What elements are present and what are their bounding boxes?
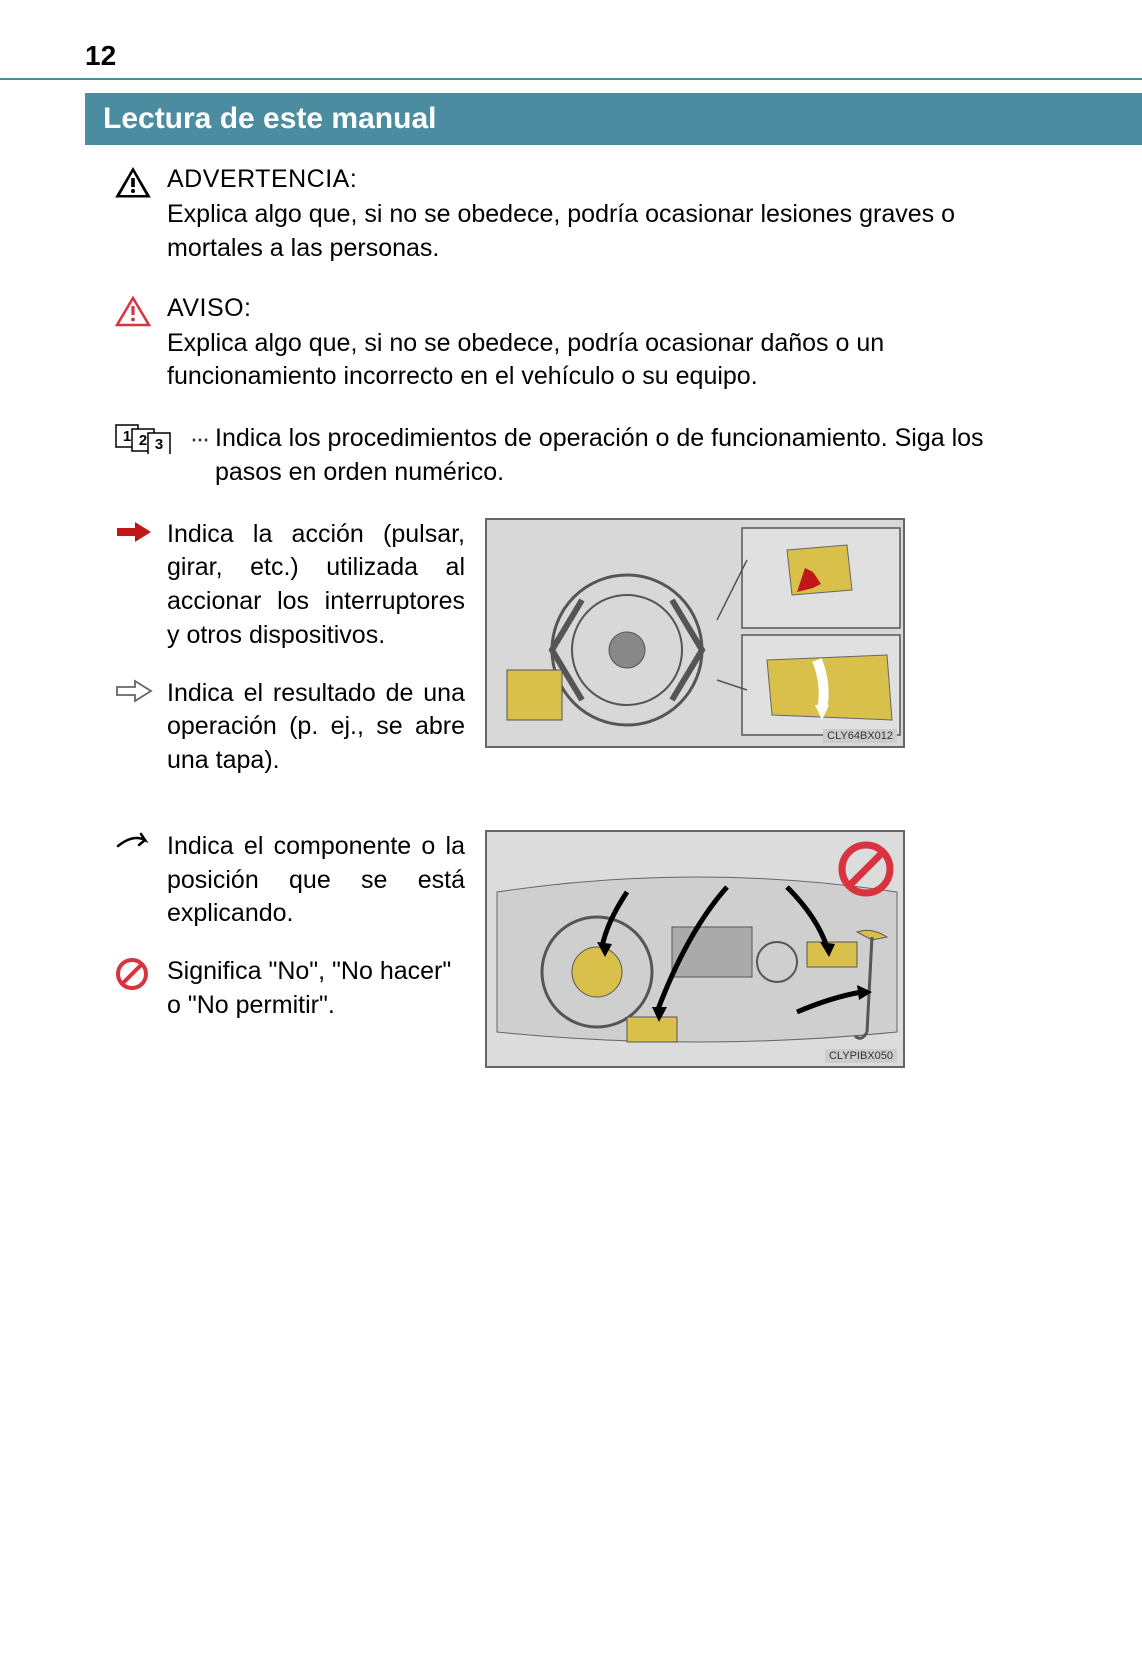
warning-body: Explica algo que, si no se obedece, podr…: [167, 198, 1055, 266]
svg-text:3: 3: [155, 436, 163, 453]
illustration-bottom-code: CLYPIBX050: [825, 1049, 897, 1063]
steps-body: Indica los procedimientos de operación o…: [215, 422, 1055, 490]
result-body: Indica el resultado de una operación (p.…: [167, 677, 465, 778]
warning-heading: ADVERTENCIA:: [167, 165, 1055, 194]
pointer-arrow-icon: [115, 830, 167, 931]
notice-body: Explica algo que, si no se obedece, podr…: [167, 327, 1055, 395]
svg-text:2: 2: [139, 432, 147, 449]
item-notice: AVISO: Explica algo que, si no se obedec…: [115, 294, 1055, 395]
title-text: Lectura de este manual: [103, 102, 436, 136]
notice-heading: AVISO:: [167, 294, 1055, 323]
two-col-bottom: Indica el componente o la posición que s…: [115, 830, 1055, 1068]
item-action: Indica la acción (pulsar, girar, etc.) u…: [115, 518, 465, 653]
item-result: Indica el resultado de una operación (p.…: [115, 677, 465, 778]
prohibit-body: Significa "No", "No hacer" o "No permiti…: [167, 955, 465, 1023]
item-steps: 1 2 3 ⋯ Indica los procedimientos de ope…: [115, 422, 1055, 490]
outline-arrow-icon: [115, 677, 167, 778]
svg-text:1: 1: [123, 428, 131, 445]
prohibit-icon: [115, 955, 167, 1023]
action-body: Indica la acción (pulsar, girar, etc.) u…: [167, 518, 465, 653]
title-bar: Lectura de este manual: [85, 93, 1142, 145]
item-warning: ADVERTENCIA: Explica algo que, si no se …: [115, 165, 1055, 266]
steps-icon: 1 2 3 ⋯: [115, 422, 215, 490]
page-number: 12: [85, 40, 116, 72]
red-arrow-icon: [115, 518, 167, 653]
component-body: Indica el componente o la posición que s…: [167, 830, 465, 931]
top-rule: [0, 78, 1142, 80]
two-col-top: Indica la acción (pulsar, girar, etc.) u…: [115, 518, 1055, 802]
item-component: Indica el componente o la posición que s…: [115, 830, 465, 931]
item-prohibit: Significa "No", "No hacer" o "No permiti…: [115, 955, 465, 1023]
illustration-bottom: CLYPIBX050: [485, 830, 905, 1068]
warning-icon: [115, 165, 167, 266]
notice-icon: [115, 294, 167, 395]
ellipsis-icon: ⋯: [191, 430, 209, 451]
prohibit-corner-icon: [837, 840, 895, 898]
content-area: ADVERTENCIA: Explica algo que, si no se …: [115, 165, 1055, 1096]
illustration-top: CLY64BX012: [485, 518, 905, 748]
illustration-top-code: CLY64BX012: [823, 729, 897, 743]
